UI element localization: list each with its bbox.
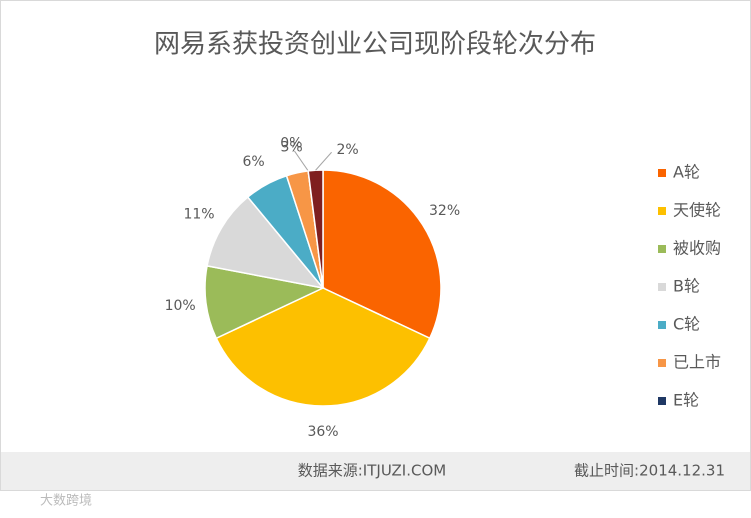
date-note: 截止时间:2014.12.31 (574, 462, 725, 480)
data-label: 3% (280, 139, 302, 155)
legend-swatch (658, 245, 666, 253)
legend-swatch (658, 321, 666, 329)
footer-band (1, 452, 750, 490)
pie-slice (322, 169, 442, 340)
legend-label: E轮 (673, 391, 699, 410)
source-note: 数据来源:ITJUZI.COM (298, 462, 446, 480)
legend-label: 天使轮 (673, 201, 721, 220)
data-label: 11% (183, 207, 214, 223)
legend-label: 已上市 (673, 353, 721, 372)
leader-line (315, 151, 332, 171)
pie-slice (206, 196, 325, 290)
legend-label: B轮 (673, 277, 700, 296)
legend-swatch (658, 207, 666, 215)
data-label: 0% (280, 135, 302, 151)
chart-title: 网易系获投资创业公司现阶段轮次分布 (154, 30, 596, 60)
data-label: 36% (307, 424, 338, 440)
leader-line (293, 150, 309, 172)
legend-swatch (658, 169, 666, 177)
legend-swatch (658, 283, 666, 291)
data-label: 2% (336, 142, 358, 158)
watermark: 大数跨境 (40, 494, 92, 509)
legend-swatch (658, 397, 666, 405)
pie-slice (215, 287, 431, 407)
legend-swatch (658, 359, 666, 367)
legend-label: 被收购 (673, 239, 721, 258)
data-label: 6% (243, 154, 265, 170)
pie-slice (204, 265, 326, 340)
data-label: 10% (165, 298, 196, 314)
legend-label: A轮 (673, 163, 700, 182)
data-label: 32% (429, 203, 460, 219)
legend-label: C轮 (673, 315, 700, 334)
